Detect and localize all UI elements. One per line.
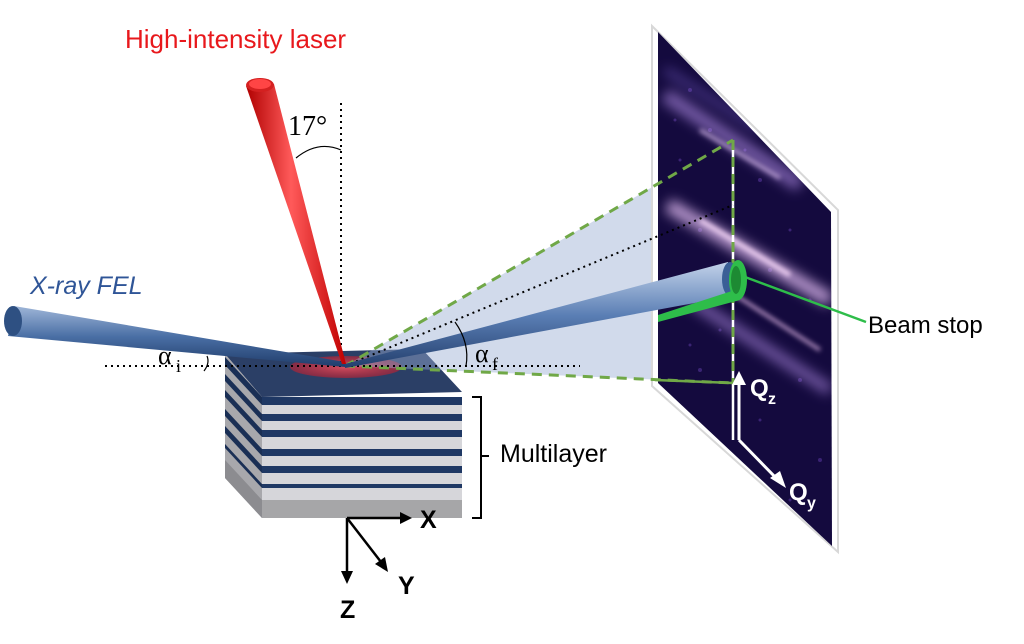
multilayer-label: Multilayer: [500, 440, 607, 468]
axis-y-label: Y: [398, 572, 415, 600]
specular-line: [344, 204, 734, 367]
xray-beam-in: [4, 306, 345, 367]
laser-angle-label: 17°: [288, 111, 327, 142]
qz-subscript: z: [768, 391, 776, 408]
qy-symbol: Q: [789, 479, 808, 506]
scattering-cone: [345, 140, 733, 383]
laser-label: High-intensity laser: [125, 24, 346, 54]
alpha-i-arc: [203, 355, 209, 372]
multilayer-bracket: [472, 396, 489, 519]
beam-stop-label: Beam stop: [868, 312, 983, 339]
alpha-i-symbol: α: [158, 341, 172, 370]
axis-x-label: X: [420, 506, 437, 534]
multilayer-block: [225, 349, 462, 518]
q-axes: [732, 371, 786, 488]
beam-stop-icon: [658, 260, 867, 324]
qz-symbol: Q: [750, 375, 769, 402]
laser-angle-arc: [295, 145, 342, 159]
xyz-axes: [341, 512, 412, 584]
alpha-i-subscript: i: [176, 356, 181, 376]
alpha-f-subscript: f: [492, 354, 498, 374]
axis-z-label: Z: [340, 596, 355, 624]
alpha-f-arc: [454, 321, 468, 367]
xray-fel-label: X-ray FEL: [29, 272, 143, 300]
alpha-f-symbol: α: [475, 339, 489, 368]
laser-beam: [246, 78, 346, 364]
qy-subscript: y: [807, 495, 816, 512]
cone-outline: [344, 138, 735, 385]
